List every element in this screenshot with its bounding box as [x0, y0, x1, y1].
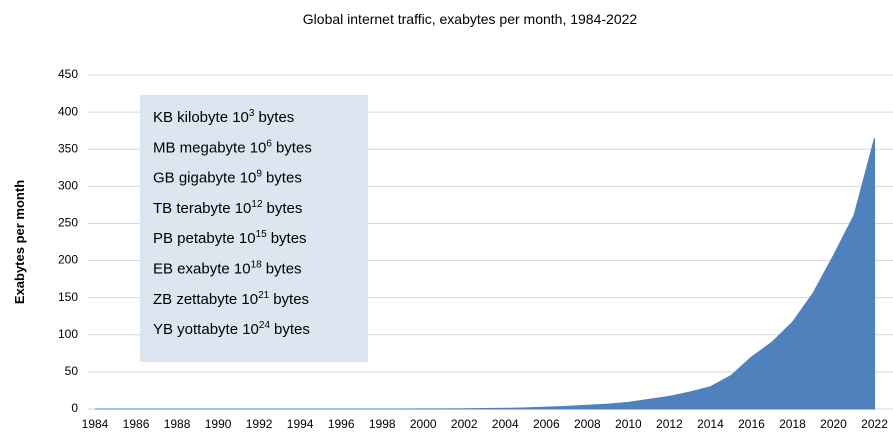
x-tick-label: 2022	[861, 417, 888, 431]
y-tick-label: 200	[58, 253, 78, 267]
y-tick-label: 300	[58, 179, 78, 193]
annotation-suffix: bytes	[271, 230, 307, 247]
y-axis-label: Exabytes per month	[12, 180, 27, 304]
annotation-line: YB yottabyte 1024 bytes	[153, 320, 310, 338]
x-tick-label: 1994	[287, 417, 314, 431]
annotation-line: PB petabyte 1015 bytes	[153, 229, 307, 247]
annotation-line: GB gigabyte 109 bytes	[153, 169, 302, 187]
x-tick-label: 2004	[492, 417, 519, 431]
y-tick-label: 400	[58, 104, 78, 118]
x-tick-label: 2012	[656, 417, 683, 431]
annotation-exponent: 21	[258, 290, 270, 301]
annotation-suffix: bytes	[276, 139, 312, 156]
annotation-line: TB terabyte 1012 bytes	[153, 199, 302, 217]
annotation-suffix: bytes	[266, 261, 302, 278]
annotation-exponent: 3	[249, 108, 255, 119]
annotation-text: GB gigabyte 10	[153, 170, 256, 187]
y-tick-label: 350	[58, 141, 78, 155]
chart-title: Global internet traffic, exabytes per mo…	[303, 11, 638, 27]
annotation-suffix: bytes	[273, 291, 309, 308]
annotation-exponent: 9	[256, 169, 262, 180]
x-tick-label: 1988	[164, 417, 191, 431]
x-tick-label: 2006	[533, 417, 560, 431]
x-tick-label: 2010	[615, 417, 642, 431]
x-tick-label: 1992	[246, 417, 273, 431]
annotation-line: KB kilobyte 103 bytes	[153, 108, 294, 126]
annotation-text: MB megabyte 10	[153, 139, 266, 156]
annotation-line: ZB zettabyte 1021 bytes	[153, 290, 309, 308]
annotation-suffix: bytes	[274, 321, 310, 338]
x-tick-label: 1998	[369, 417, 396, 431]
y-tick-label: 250	[58, 216, 78, 230]
annotation-exponent: 15	[256, 229, 268, 240]
annotation-line: EB exabyte 1018 bytes	[153, 260, 302, 278]
x-tick-label: 2002	[451, 417, 478, 431]
annotation-text: TB terabyte 10	[153, 200, 251, 217]
annotation-text: YB yottabyte 10	[153, 321, 259, 338]
x-tick-label: 1990	[205, 417, 232, 431]
annotation-text: PB petabyte 10	[153, 230, 256, 247]
x-tick-label: 2018	[779, 417, 806, 431]
annotation-suffix: bytes	[266, 170, 302, 187]
annotation-exponent: 18	[251, 260, 263, 271]
annotation-exponent: 12	[251, 199, 263, 210]
y-tick-label: 0	[71, 401, 78, 415]
x-tick-label: 2008	[574, 417, 601, 431]
x-tick-label: 2020	[820, 417, 847, 431]
annotation-exponent: 24	[259, 320, 271, 331]
annotation-line: MB megabyte 106 bytes	[153, 138, 312, 156]
annotation-suffix: bytes	[267, 200, 303, 217]
x-tick-label: 1996	[328, 417, 355, 431]
y-tick-label: 450	[58, 67, 78, 81]
annotation-text: ZB zettabyte 10	[153, 291, 258, 308]
x-tick-label: 2014	[697, 417, 724, 431]
annotation-text: EB exabyte 10	[153, 261, 251, 278]
annotation-background	[140, 95, 368, 362]
x-tick-label: 2016	[738, 417, 765, 431]
annotation-exponent: 6	[266, 138, 272, 149]
x-tick-label: 2000	[410, 417, 437, 431]
area	[95, 137, 876, 410]
annotation-suffix: bytes	[258, 109, 294, 126]
y-tick-label: 100	[58, 327, 78, 341]
y-tick-label: 50	[65, 364, 79, 378]
x-tick-label: 1984	[82, 417, 109, 431]
y-tick-label: 150	[58, 290, 78, 304]
annotation-text: KB kilobyte 10	[153, 109, 249, 126]
x-tick-label: 1986	[123, 417, 150, 431]
